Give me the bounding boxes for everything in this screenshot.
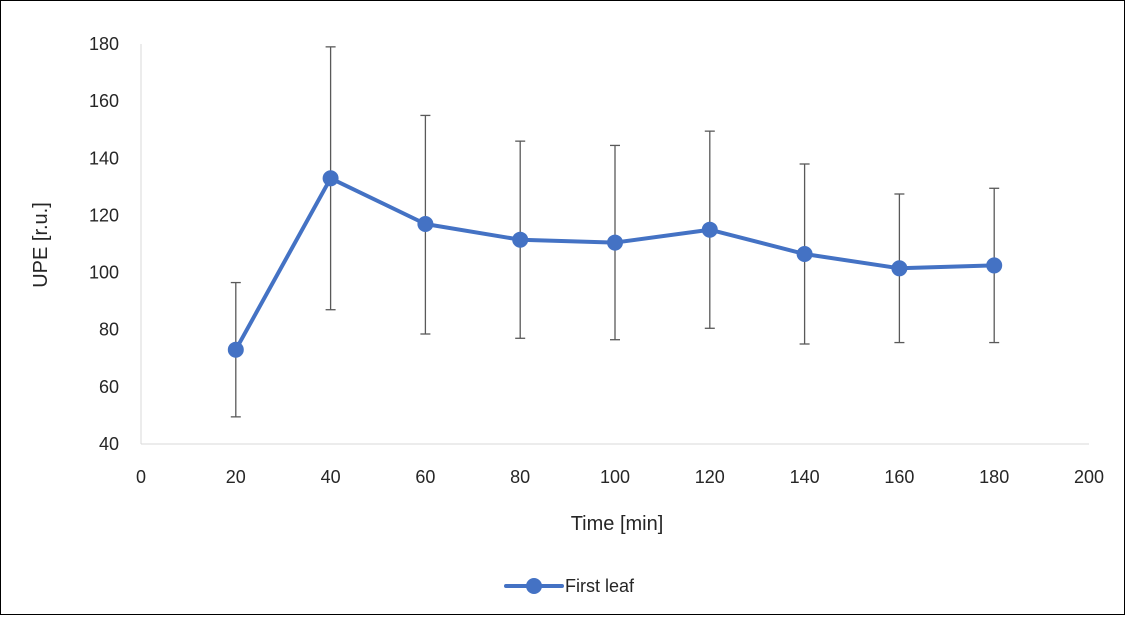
x-axis-title: Time [min] (571, 513, 664, 535)
x-tick-labels: 0 20 40 60 80 100 120 140 160 180 200 (136, 467, 1104, 487)
y-tick-label: 140 (89, 148, 119, 168)
y-tick-label: 40 (99, 434, 119, 454)
x-tick-label: 140 (790, 467, 820, 487)
data-point (701, 221, 718, 238)
legend: First leaf (504, 576, 635, 596)
data-point (607, 234, 623, 251)
axes (140, 44, 1089, 445)
x-tick-label: 0 (136, 467, 146, 487)
data-point (512, 231, 529, 248)
series (227, 170, 1003, 358)
data-point (227, 341, 244, 358)
x-tick-label: 100 (600, 467, 630, 487)
x-tick-label: 80 (510, 467, 530, 487)
data-point (796, 246, 813, 262)
x-tick-label: 200 (1074, 467, 1104, 487)
y-tick-label: 180 (89, 34, 119, 54)
y-tick-labels: 40 60 80 100 120 140 160 180 (89, 34, 119, 454)
error-bars (230, 46, 1000, 418)
x-tick-label: 40 (321, 467, 341, 487)
y-axis-title: UPE [r.u.] (30, 202, 52, 288)
y-tick-label: 80 (99, 320, 119, 340)
legend-marker (526, 578, 542, 594)
x-tick-label: 20 (226, 467, 246, 487)
legend-label-first-leaf: First leaf (565, 576, 635, 596)
x-tick-label: 180 (979, 467, 1009, 487)
y-tick-label: 120 (89, 205, 119, 225)
x-tick-label: 60 (415, 467, 435, 487)
x-tick-label: 160 (884, 467, 914, 487)
data-point (986, 257, 1003, 274)
y-tick-label: 100 (89, 263, 119, 283)
data-point (322, 170, 339, 187)
data-point (891, 260, 908, 277)
y-tick-label: 160 (89, 91, 119, 111)
x-tick-label: 120 (695, 467, 725, 487)
data-point (417, 216, 434, 232)
y-tick-label: 60 (99, 377, 119, 397)
